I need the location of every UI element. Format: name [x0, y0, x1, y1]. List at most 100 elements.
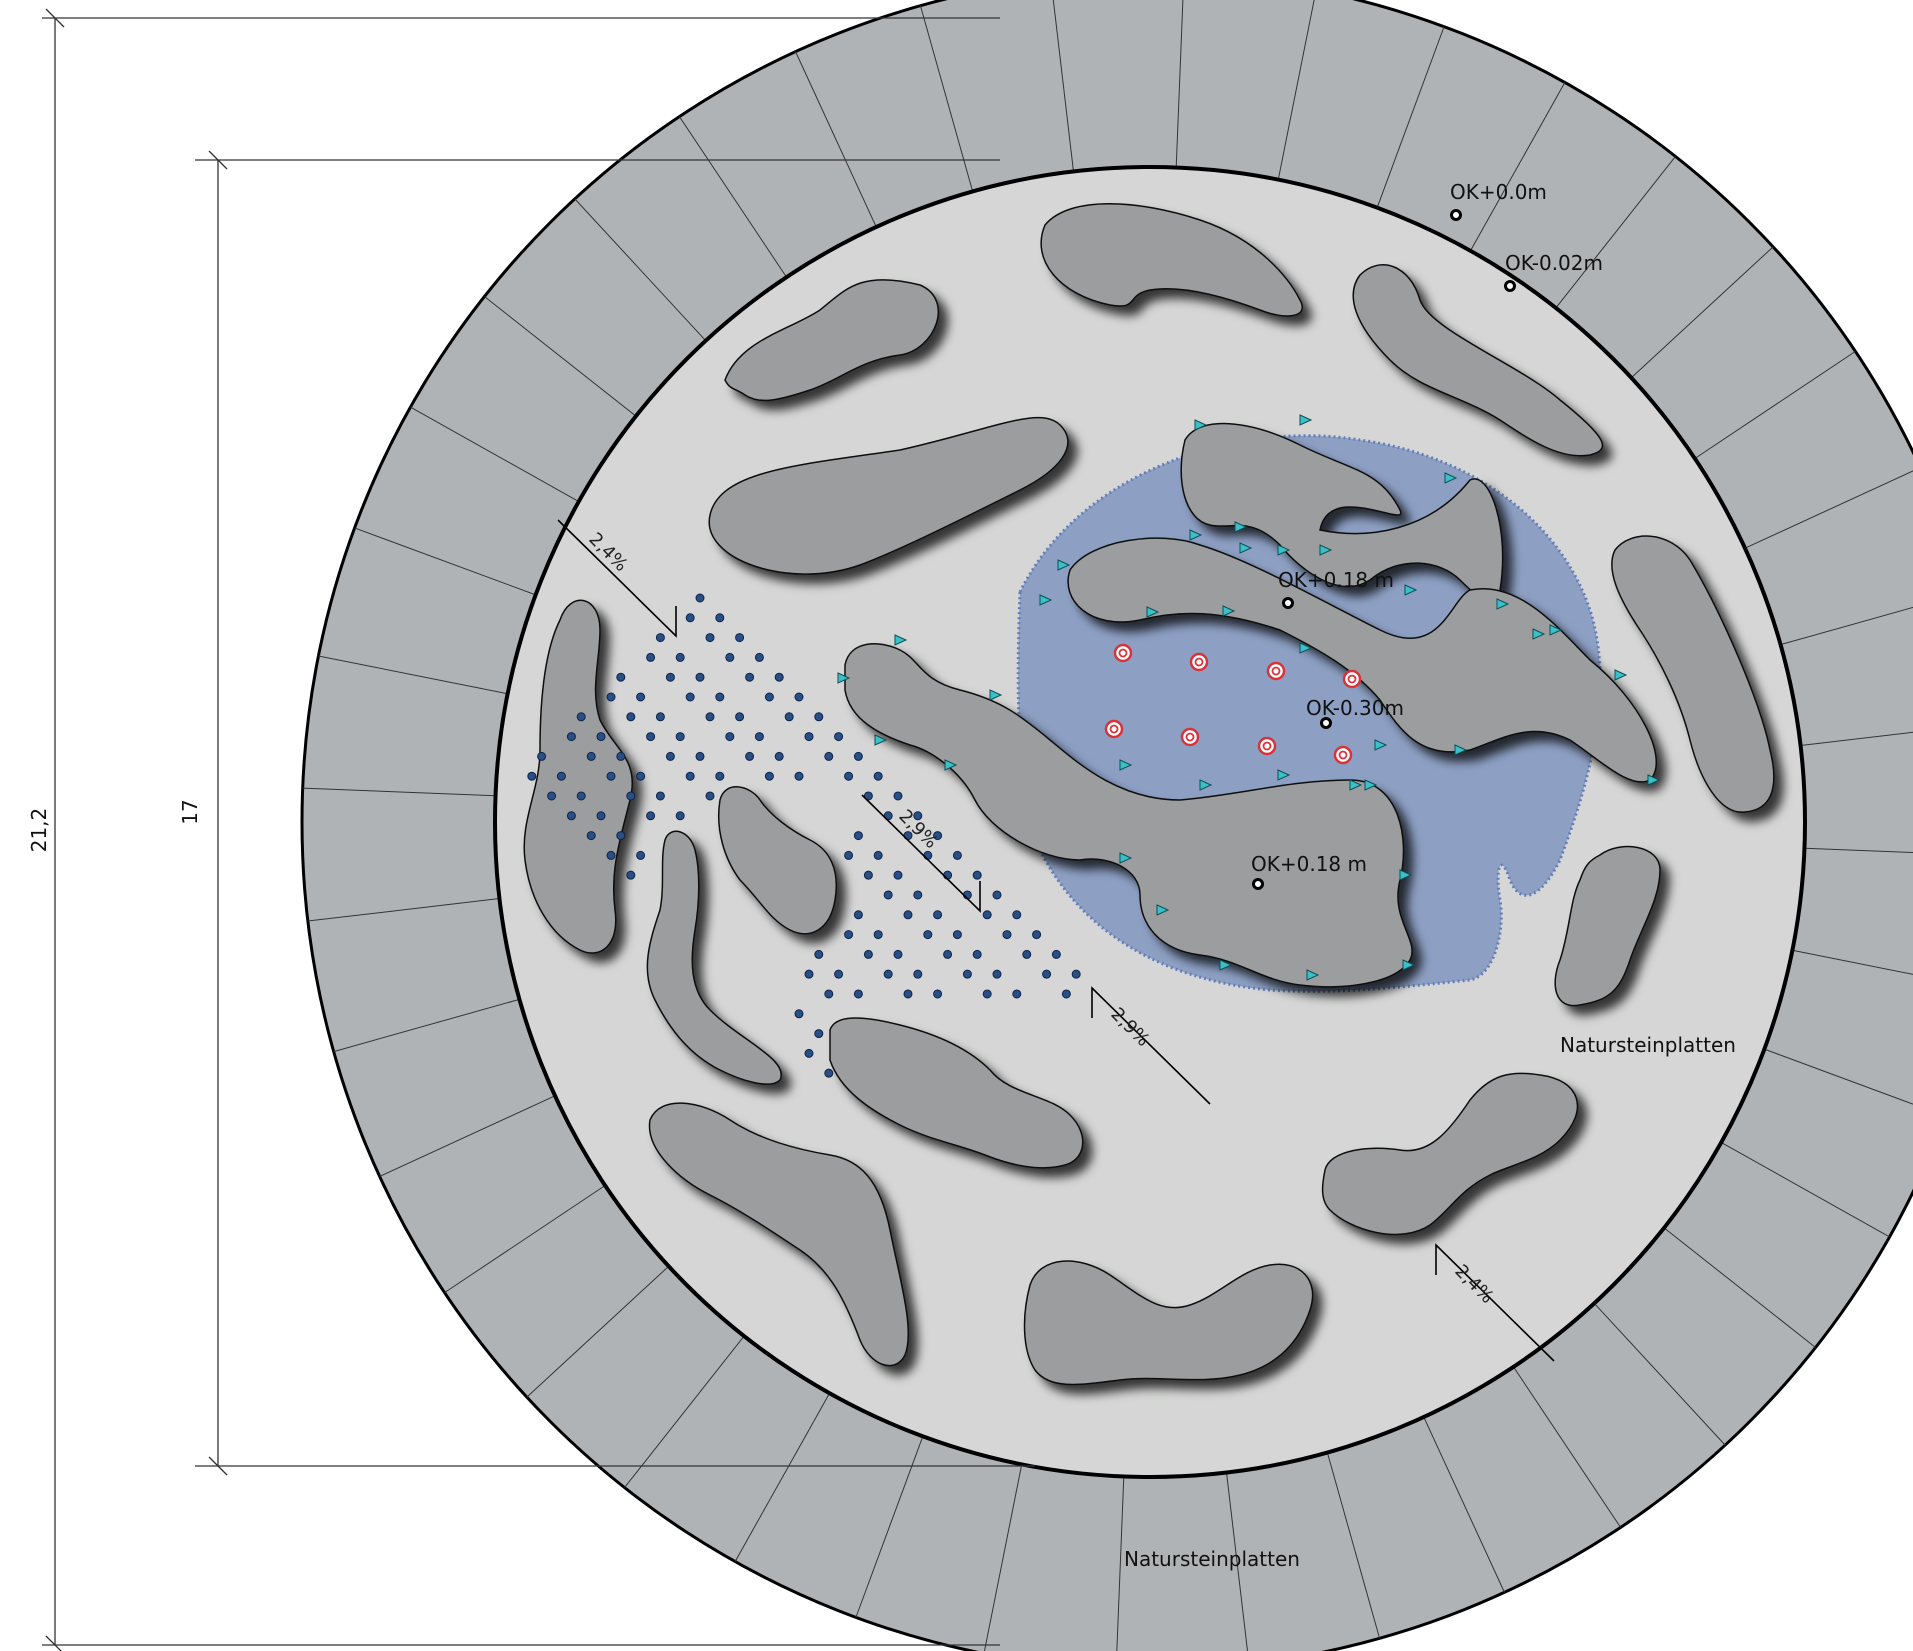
- edge-light-icon: [1549, 624, 1563, 636]
- floor-jet-icon: [774, 751, 784, 761]
- floor-jet-icon: [903, 989, 913, 999]
- dimension-outer: 21,2: [27, 808, 51, 853]
- ring-joint: [1764, 1048, 1913, 1105]
- floor-jet-icon: [695, 751, 705, 761]
- rock-12: [1554, 845, 1661, 1007]
- floor-jet-icon: [893, 949, 903, 959]
- floor-jet-icon: [576, 712, 586, 722]
- edge-light-icon: [1239, 542, 1253, 554]
- floor-jet-icon: [725, 652, 735, 662]
- floor-jet-icon: [655, 633, 665, 643]
- floor-jet-icon: [646, 732, 656, 742]
- rock-16: [1023, 1260, 1314, 1386]
- edge-light-icon: [1119, 759, 1133, 771]
- floor-jet-icon: [853, 989, 863, 999]
- floor-jet-icon: [804, 1048, 814, 1058]
- floor-jet-icon: [745, 672, 755, 682]
- edge-light-icon: [1156, 904, 1170, 916]
- ring-joint: [1792, 949, 1913, 975]
- floor-jet-icon: [824, 751, 834, 761]
- edge-light-icon: [1194, 419, 1208, 431]
- floor-jet-icon: [794, 1009, 804, 1019]
- floor-jet-icon: [715, 771, 725, 781]
- floor-jet-icon: [952, 850, 962, 860]
- floor-jet-icon: [735, 712, 745, 722]
- ring-joint: [1052, 0, 1074, 172]
- floor-jet-icon: [834, 969, 844, 979]
- floor-jet-icon: [883, 890, 893, 900]
- edge-light-icon: [1319, 544, 1333, 556]
- fountain-nozzle-icon: [1113, 643, 1133, 663]
- edge-light-icon: [1189, 529, 1203, 541]
- ring-joint: [1593, 1302, 1726, 1446]
- height-marker-icon: [1450, 209, 1462, 221]
- floor-jet-icon: [566, 811, 576, 821]
- height-marker-icon: [1282, 597, 1294, 609]
- floor-jet-icon: [933, 989, 943, 999]
- level-label-pool: OK-0.30m: [1306, 696, 1404, 720]
- floor-jet-icon: [972, 870, 982, 880]
- edge-light-icon: [1532, 628, 1546, 640]
- floor-jet-icon: [665, 751, 675, 761]
- floor-jet-icon: [814, 1029, 824, 1039]
- edge-light-icon: [1057, 559, 1071, 571]
- slope-arrow-2: [861, 794, 981, 913]
- floor-jet-icon: [982, 910, 992, 920]
- floor-jet-icon: [962, 969, 972, 979]
- ring-joint: [1326, 1452, 1381, 1639]
- edge-light-icon: [1349, 779, 1363, 791]
- rock-13: [829, 1017, 1084, 1169]
- floor-jet-icon: [873, 771, 883, 781]
- floor-jet-icon: [824, 1068, 834, 1078]
- rock-3: [1352, 264, 1604, 457]
- ring-joint: [1780, 606, 1913, 646]
- floor-jet-icon: [665, 672, 675, 682]
- floor-jet-icon: [893, 791, 903, 801]
- ring-joint: [1423, 1416, 1505, 1593]
- ring-joint: [1175, 0, 1184, 168]
- edge-light-icon: [1496, 598, 1510, 610]
- floor-jet-icon: [715, 613, 725, 623]
- rock-14: [1321, 1072, 1579, 1236]
- height-marker-icon: [1252, 878, 1264, 890]
- floor-jet-icon: [853, 910, 863, 920]
- ring-joint: [526, 1265, 670, 1398]
- floor-jet-icon: [764, 692, 774, 702]
- floor-jet-icon: [705, 791, 715, 801]
- floor-jet-icon: [1061, 989, 1071, 999]
- floor-jet-icon: [606, 692, 616, 702]
- floor-jet-icon: [853, 751, 863, 761]
- floor-jet-icon: [715, 692, 725, 702]
- rock-7: [1611, 535, 1775, 813]
- edge-light-icon: [1039, 594, 1053, 606]
- dimension-inner: 17: [178, 799, 202, 824]
- floor-jet-icon: [794, 771, 804, 781]
- floor-jet-icon: [814, 949, 824, 959]
- ring-joint: [318, 655, 508, 695]
- floor-jet-icon: [834, 732, 844, 742]
- floor-jet-icon: [685, 692, 695, 702]
- level-label-island: OK+0.18 m: [1278, 568, 1394, 592]
- floor-jet-icon: [547, 791, 557, 801]
- edge-light-icon: [1277, 769, 1291, 781]
- slope-arrow-1: [557, 519, 677, 638]
- edge-light-icon: [1404, 584, 1418, 596]
- edge-light-icon: [1364, 779, 1378, 791]
- floor-jet-icon: [873, 930, 883, 940]
- floor-jet-icon: [982, 989, 992, 999]
- edge-light-icon: [1277, 544, 1291, 556]
- fountain-nozzle-icon: [1257, 736, 1277, 756]
- rock-6: [1067, 537, 1657, 783]
- ring-joint: [574, 198, 707, 342]
- floor-jet-icon: [1022, 949, 1032, 959]
- floor-jet-icon: [685, 613, 695, 623]
- floor-jet-icon: [626, 791, 636, 801]
- floor-jet-icon: [873, 850, 883, 860]
- ring-joint: [734, 1393, 830, 1562]
- floor-jet-icon: [576, 791, 586, 801]
- edge-light-icon: [894, 634, 908, 646]
- rock-15: [648, 1102, 910, 1367]
- floor-jet-icon: [655, 791, 665, 801]
- ring-joint: [624, 1335, 745, 1488]
